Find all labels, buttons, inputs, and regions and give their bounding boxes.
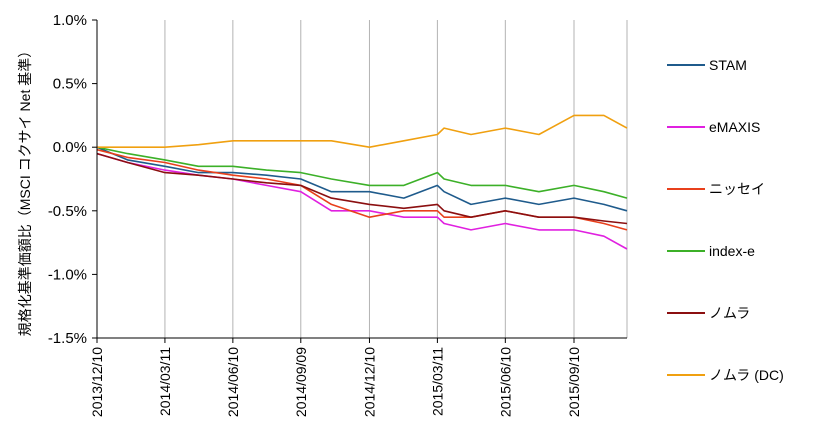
legend-item: STAM (667, 57, 747, 73)
legend-label: ノムラ (709, 305, 750, 321)
y-tick-label: 0.0% (53, 139, 87, 156)
series-line (96, 146, 628, 199)
legend-item: eMAXIS (667, 119, 760, 135)
y-tick-label: -1.0% (48, 266, 87, 283)
series-line (97, 114, 628, 148)
legend-label: STAM (709, 57, 747, 73)
x-tick-label: 2015/06/10 (497, 347, 513, 417)
legend-label: eMAXIS (709, 119, 760, 135)
x-tick-label: 2014/06/10 (225, 347, 241, 417)
legend-item: ノムラ (DC) (667, 367, 784, 383)
legend-label: ニッセイ (709, 181, 765, 197)
y-tick-label: 0.5% (53, 76, 87, 93)
y-axis-label: 規格化基準価額比（MSCI コクサイ Net 基準） (17, 44, 33, 336)
legend-item: index-e (667, 243, 755, 259)
x-tick-label: 2015/03/11 (429, 347, 445, 416)
series-line (96, 146, 628, 212)
x-tick-label: 2014/12/10 (361, 347, 377, 417)
x-tick-label: 2014/03/11 (157, 347, 173, 416)
y-tick-label: -1.5% (48, 330, 87, 347)
grid (96, 20, 628, 338)
x-tick-label: 2013/12/10 (89, 347, 105, 417)
legend-item: ニッセイ (667, 181, 765, 197)
axes: 1.0% 0.5% 0.0% -0.5% -1.0% -1.5%2013/12/10 201… (48, 12, 627, 417)
series-lines (96, 114, 628, 250)
y-tick-label: -0.5% (48, 203, 87, 220)
y-tick-label: 1.0% (53, 12, 87, 29)
series-line (96, 152, 628, 225)
x-tick-label: 2015/09/10 (566, 347, 582, 417)
legend-label: ノムラ (DC) (709, 367, 784, 383)
legend-label: index-e (709, 243, 755, 259)
x-tick-label: 2014/09/09 (293, 347, 309, 417)
legend-item: ノムラ (667, 305, 750, 321)
